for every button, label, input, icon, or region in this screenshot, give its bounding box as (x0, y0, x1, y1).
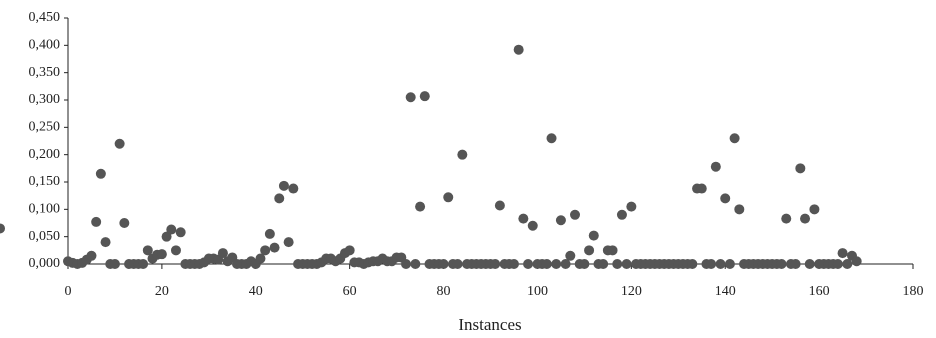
point (457, 149, 468, 160)
y-tick-label: 0,450 (29, 10, 61, 25)
point (156, 249, 167, 260)
x-tick-label: 100 (527, 284, 548, 299)
point (410, 259, 421, 269)
x-tick-label: 20 (155, 284, 169, 299)
point (800, 213, 811, 224)
point (551, 259, 562, 269)
x-tick-label: 160 (809, 284, 830, 299)
point (612, 259, 623, 269)
point (91, 216, 102, 227)
point (565, 250, 576, 261)
point (842, 259, 853, 269)
point (161, 231, 172, 242)
y-tick-label: 0,000 (29, 256, 61, 271)
point (809, 204, 820, 215)
point (715, 259, 726, 269)
point (269, 242, 280, 253)
point (851, 256, 862, 267)
point (776, 259, 787, 269)
point (274, 193, 285, 204)
point (790, 259, 801, 269)
y-tick-label: 0,400 (29, 38, 61, 53)
point (255, 253, 266, 264)
point (584, 245, 595, 256)
x-tick-label: 60 (343, 284, 357, 299)
x-tick-label: 180 (903, 284, 924, 299)
point (278, 180, 289, 191)
x-axis-title: Instances (458, 315, 521, 334)
point (523, 259, 534, 269)
y-tick-label: 0,150 (29, 174, 61, 189)
point (720, 193, 731, 204)
point (109, 259, 120, 269)
point (264, 228, 275, 239)
point (175, 227, 186, 238)
point (288, 183, 299, 194)
point (560, 259, 571, 269)
point (508, 259, 519, 269)
point (490, 259, 501, 269)
point (795, 163, 806, 174)
point (138, 259, 149, 269)
point (405, 92, 416, 103)
point (344, 245, 355, 256)
point (832, 259, 843, 269)
x-tick-label: 40 (249, 284, 263, 299)
point (100, 237, 111, 248)
point (710, 161, 721, 172)
point (541, 259, 552, 269)
point (621, 259, 632, 269)
point (142, 245, 153, 256)
point (452, 259, 463, 269)
point (166, 224, 177, 235)
point (607, 245, 618, 256)
point (86, 250, 97, 261)
point (555, 215, 566, 226)
point (217, 248, 228, 259)
point (527, 220, 538, 231)
point (570, 209, 580, 220)
point (283, 237, 294, 248)
y-tick-label: 0,050 (29, 229, 61, 244)
point (0, 223, 5, 234)
point (616, 209, 627, 220)
point (588, 230, 599, 241)
point (706, 259, 717, 269)
x-tick-label: 0 (65, 284, 72, 299)
point (170, 245, 181, 256)
point (579, 259, 590, 269)
point (687, 259, 698, 269)
point (260, 245, 271, 256)
y-tick-label: 0,100 (29, 202, 61, 217)
point (513, 44, 524, 55)
x-tick-label: 120 (621, 284, 642, 299)
point (494, 200, 505, 211)
point (546, 133, 557, 144)
y-tick-label: 0,200 (29, 147, 61, 162)
x-tick-label: 140 (715, 284, 736, 299)
point (598, 259, 609, 269)
point (729, 133, 740, 144)
point (119, 218, 130, 228)
point (724, 259, 735, 269)
point (443, 192, 454, 203)
point (114, 138, 125, 149)
point (401, 259, 411, 269)
point (415, 201, 426, 212)
point (804, 259, 815, 269)
y-tick-label: 0,250 (29, 120, 61, 135)
x-tick-label: 80 (437, 284, 451, 299)
y-tick-label: 0,350 (29, 65, 61, 80)
point (95, 168, 106, 179)
point (837, 248, 848, 259)
point (781, 213, 792, 224)
point (518, 213, 529, 224)
point (734, 204, 745, 215)
point (419, 91, 430, 102)
y-tick-label: 0,300 (29, 92, 61, 107)
point (696, 183, 707, 194)
point (438, 259, 449, 269)
point (626, 201, 637, 212)
